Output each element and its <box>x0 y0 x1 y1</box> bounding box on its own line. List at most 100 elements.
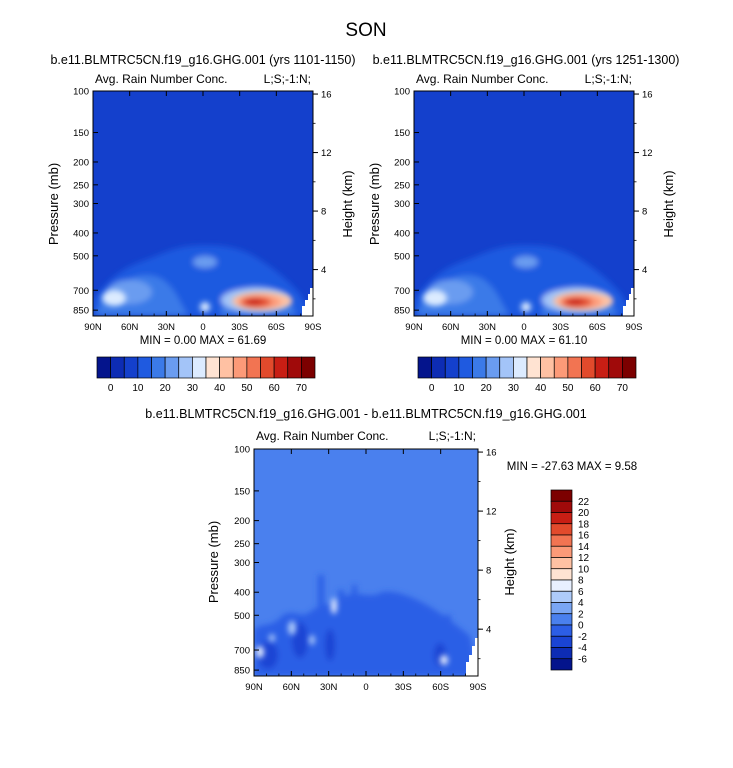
panel-1-xtick-label: 60S <box>268 322 285 333</box>
panel-2-hotspot-nh <box>423 290 447 306</box>
panel-2-colorbar-box <box>444 356 460 379</box>
panel-3-colorbar-label: 16 <box>578 531 590 542</box>
panel-1-rtick-label: 4 <box>321 265 326 276</box>
panel-2-colorbar-box <box>458 356 473 379</box>
panel-2-ytick-label: 850 <box>394 306 410 317</box>
panel-2-ytick-label: 700 <box>394 286 410 297</box>
panel-3-colorbar-label: 14 <box>578 542 590 553</box>
panel-2-missing-ground <box>623 288 634 316</box>
panel-2-rtick-label: 8 <box>642 207 647 218</box>
panel-2-rtick-label: 12 <box>642 148 653 159</box>
panel-2-colorbar-label: 20 <box>481 383 493 394</box>
panel-1-ytick-label: 300 <box>73 199 89 210</box>
panel-1-xtick-label: 60N <box>121 322 139 333</box>
panel-3-colorbar-label: 6 <box>578 587 584 598</box>
panel-3-positive <box>256 598 448 665</box>
panel-2-xtick-label: 90N <box>405 322 423 333</box>
panel-3-pos-1 <box>256 646 264 658</box>
panel-3-xtick-label: 90N <box>245 682 263 693</box>
panel-1-xtick-label: 90N <box>84 322 102 333</box>
panel-3-rtick-label: 8 <box>486 566 491 577</box>
panel-1-missing-ground <box>302 288 313 316</box>
panel-3-colorbar-label: 20 <box>578 508 590 519</box>
panel-3-ytick-label: 300 <box>234 558 250 569</box>
panel-1-hotspot-eq <box>200 302 210 312</box>
panel-3-xtick-label: 30S <box>395 682 412 693</box>
panel-3-ytick-label: 850 <box>234 666 250 677</box>
panel-2-ytick-label: 500 <box>394 251 410 262</box>
panel-1-colorbar-box <box>273 356 289 379</box>
panel-1-colorbar-label: 50 <box>241 383 253 394</box>
panel-2: b.e11.BLMTRC5CN.f19_g16.GHG.001 (yrs 125… <box>367 53 679 394</box>
panel-2-ytick-label: 300 <box>394 199 410 210</box>
panel-2-colorbar-label: 10 <box>453 383 465 394</box>
panel-3-noise-neg-2 <box>318 575 324 665</box>
panel-3-colorbar-label: 22 <box>578 497 590 508</box>
panel-1-colorbar-box <box>232 356 248 379</box>
panel-1-colorbar-box <box>164 356 180 379</box>
panel-3-ytick-label: 400 <box>234 588 250 599</box>
panel-3-colorbar-label: 4 <box>578 598 584 609</box>
panel-1-colorbar-label: 0 <box>108 383 114 394</box>
panel-3-xtick-label: 90S <box>470 682 487 693</box>
panel-1-title: b.e11.BLMTRC5CN.f19_g16.GHG.001 (yrs 110… <box>50 53 355 67</box>
panel-3-colorbar-box <box>550 557 573 570</box>
panel-2-colorbar-box <box>567 356 582 379</box>
panel-3-colorbar-box <box>550 489 573 502</box>
panel-1: b.e11.BLMTRC5CN.f19_g16.GHG.001 (yrs 110… <box>46 53 356 394</box>
panel-3-noise-neg-10 <box>292 622 308 658</box>
panel-1-colorbar-box <box>110 356 125 379</box>
panel-1-max-core <box>232 292 292 310</box>
panel-3-pos-6 <box>269 634 275 642</box>
panel-2-ytick-label: 100 <box>394 87 410 98</box>
panel-1-ytick-label: 250 <box>73 180 89 191</box>
panel-1-field-blob-b <box>193 256 217 268</box>
panel-2-field-blob-b <box>514 256 538 268</box>
panel-3-noise-neg-8 <box>445 615 451 670</box>
panel-2-xtick-label: 30S <box>552 322 569 333</box>
panel-2-ytick-label: 150 <box>394 128 410 139</box>
panel-2-colorbar-label: 60 <box>590 383 602 394</box>
panel-3-colorbar-box <box>550 658 573 671</box>
panel-3-colorbar-label: 0 <box>578 621 584 632</box>
panel-1-rtick-label: 12 <box>321 148 332 159</box>
panel-1-stats: MIN = 0.00 MAX = 61.69 <box>140 335 267 347</box>
panel-1-colorbar-box <box>287 356 302 379</box>
panel-2-colorbar-label: 40 <box>535 383 547 394</box>
panel-2-colorbar-box <box>540 356 555 379</box>
panel-1-ylabel: Pressure (mb) <box>46 163 61 245</box>
panel-1-ytick-label: 200 <box>73 157 89 168</box>
panel-2-colorbar-box <box>553 356 569 379</box>
panel-3-stats: MIN = -27.63 MAX = 9.58 <box>507 461 637 473</box>
panel-3-noise-neg-5 <box>372 595 377 670</box>
panel-1-ytick-label: 100 <box>73 87 89 98</box>
panel-2-core-4 <box>567 299 583 305</box>
panel-1-ytick-label: 150 <box>73 128 89 139</box>
panel-3-noise <box>254 575 478 676</box>
panel-3-noise-neg-7 <box>418 605 423 670</box>
panel-3-colorbar-box <box>550 635 573 648</box>
panel-2-ytick-label: 400 <box>394 228 410 239</box>
panel-3-ylabel: Pressure (mb) <box>206 521 221 603</box>
panel-2-colorbar-box <box>431 356 446 379</box>
panel-3-colorbar-box <box>550 602 573 615</box>
panel-2-colorbar-label: 0 <box>429 383 435 394</box>
panel-3-colorbar-label: -4 <box>578 643 587 654</box>
panel-1-colorbar-label: 20 <box>160 383 172 394</box>
panel-3-rtick-label: 4 <box>486 625 491 636</box>
panel-3: b.e11.BLMTRC5CN.f19_g16.GHG.001 - b.e11.… <box>145 407 637 693</box>
panel-3-pos-5 <box>440 655 448 665</box>
panel-2-colorbar-box <box>513 356 528 379</box>
panel-1-plot-area <box>93 91 313 316</box>
panel-1-colorbar-box <box>205 356 220 379</box>
panel-3-colorbar-label: 12 <box>578 553 590 564</box>
panel-2-ytick-label: 250 <box>394 180 410 191</box>
panel-2-colorbar-label: 70 <box>617 383 629 394</box>
panel-3-ytick-label: 100 <box>234 445 250 456</box>
panel-2-xtick-label: 90S <box>626 322 643 333</box>
panel-3-noise-neg-4 <box>352 585 357 670</box>
panel-3-pos-4 <box>309 635 315 645</box>
panel-3-colorbar-box <box>550 500 573 513</box>
